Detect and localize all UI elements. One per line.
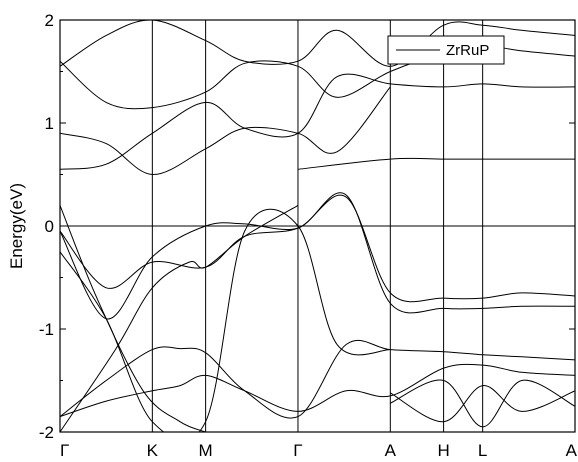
legend: ZrRuP [387, 35, 505, 65]
band-line-11 [60, 204, 299, 432]
y-tick-label: 1 [45, 114, 54, 133]
y-axis-ticks: -2 -1 0 1 2 [39, 11, 575, 442]
x-tick-label: M [199, 441, 213, 460]
band-line-5 [60, 86, 391, 176]
band-line-10 [60, 205, 206, 432]
x-tick-label: H [437, 441, 449, 460]
legend-entry-zrrup: ZrRuP [446, 42, 489, 59]
x-tick-label: A [385, 441, 397, 460]
x-tick-label: L [478, 441, 487, 460]
y-tick-label: 2 [45, 11, 54, 30]
y-tick-label: 0 [45, 217, 54, 236]
y-axis-label: Energy(eV) [7, 183, 26, 269]
legend-box [387, 35, 505, 65]
x-tick-label: Γ [60, 441, 69, 460]
x-tick-label: K [147, 441, 159, 460]
band-line-6 [297, 157, 575, 170]
y-tick-label: -2 [39, 423, 54, 442]
x-tick-label: A [566, 441, 578, 460]
band-line-12 [60, 208, 391, 432]
x-tick-label: Γ [293, 441, 302, 460]
y-tick-label: -1 [39, 320, 54, 339]
band-line-7 [60, 73, 575, 170]
